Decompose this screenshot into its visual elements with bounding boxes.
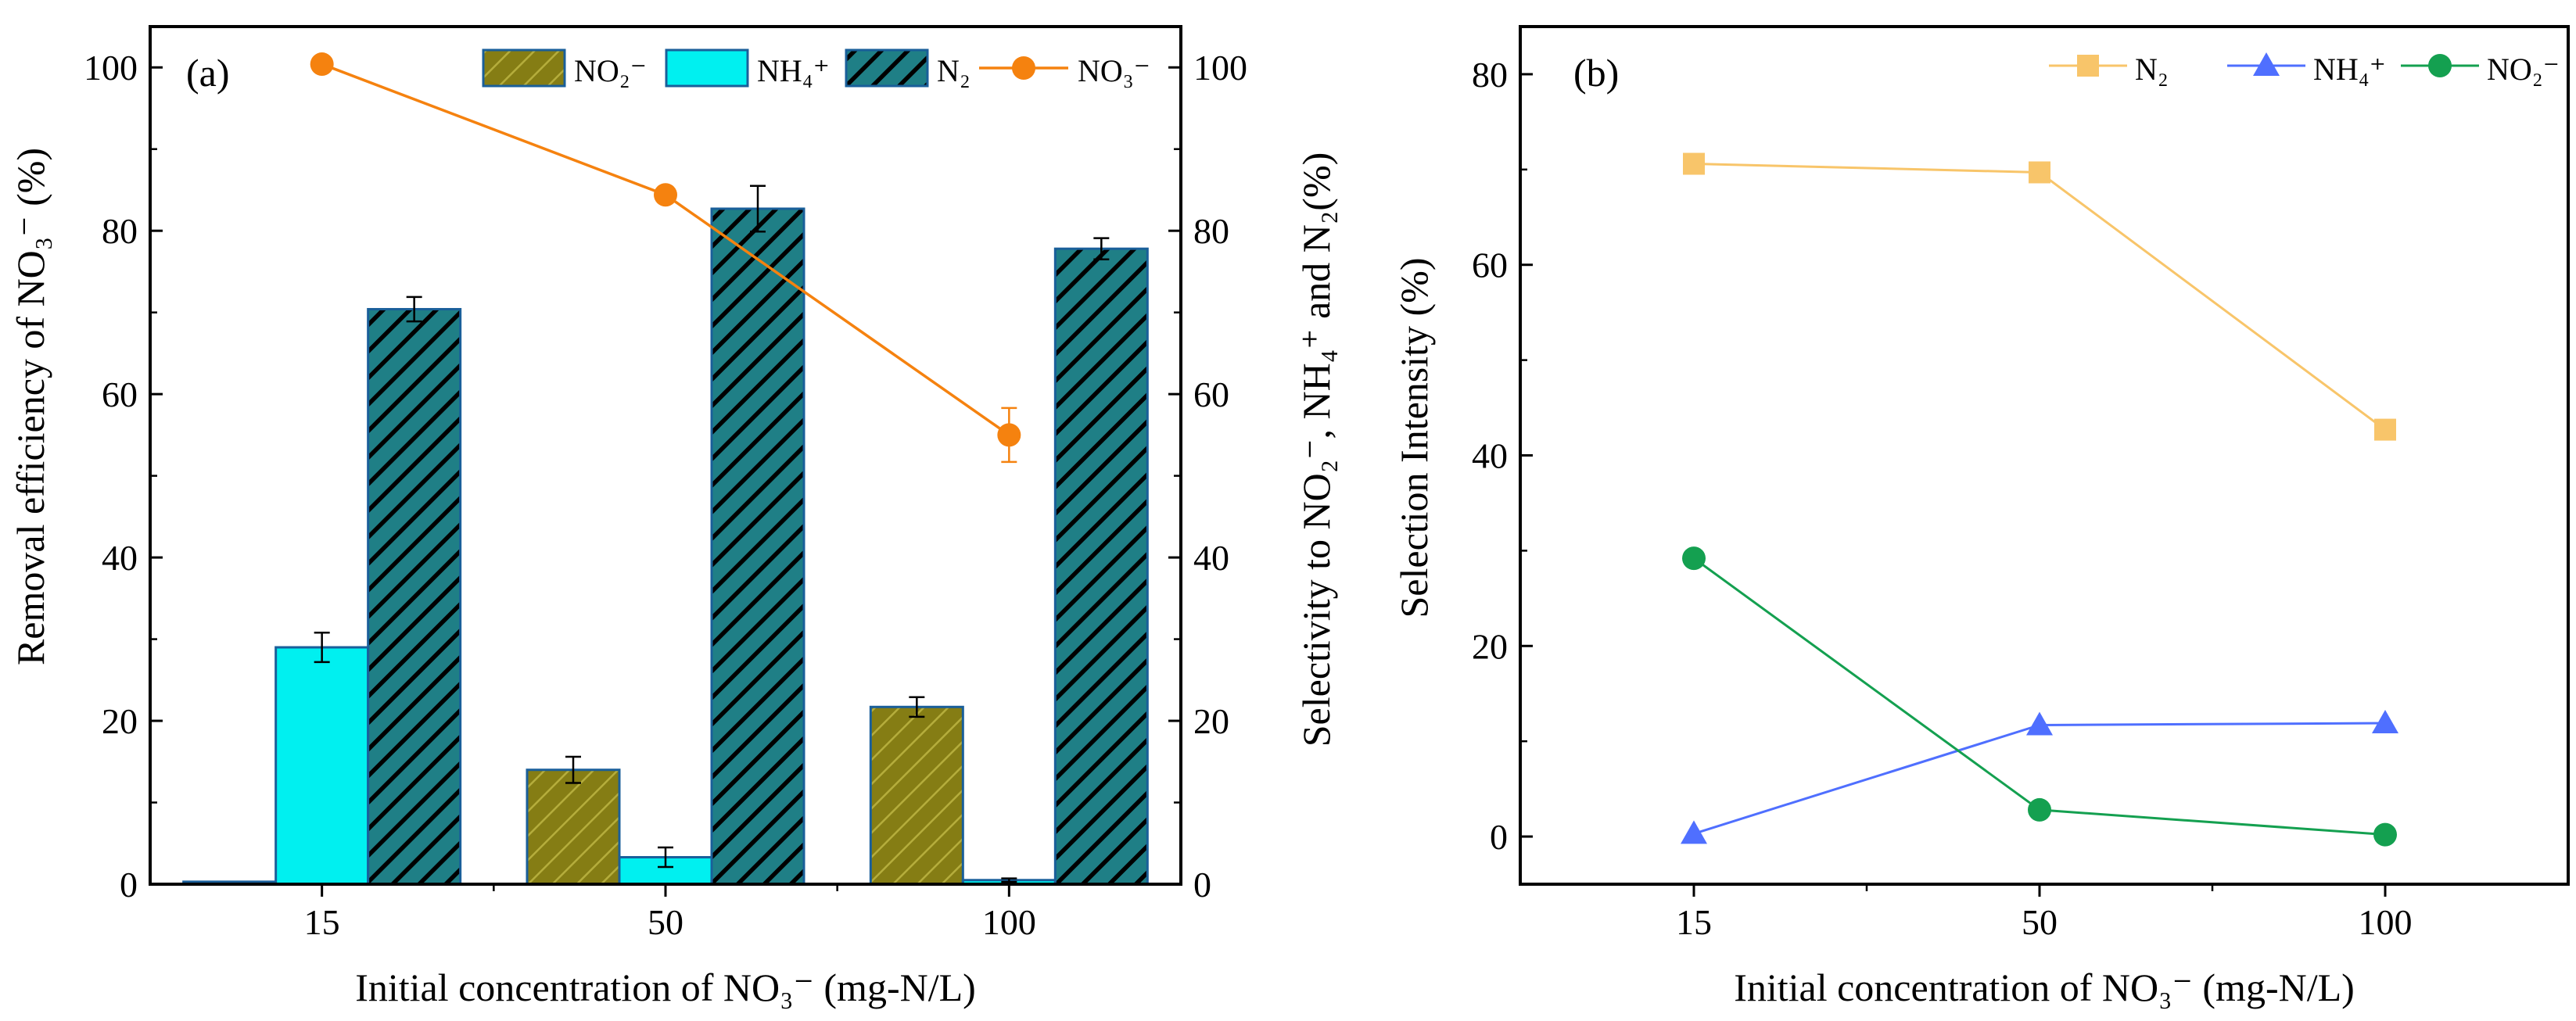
data-point-n2_line <box>2029 161 2050 184</box>
bar-n2_bar <box>1053 247 1149 886</box>
legend-label-nh4_bar: NH₄⁺ <box>757 53 830 88</box>
data-point-no2_line <box>1682 546 1706 571</box>
y-tick-label: 40 <box>1472 436 1508 476</box>
y-tick-label: 0 <box>1490 817 1508 857</box>
panel-b: 0 20 40 60 80 15 50 100 (b) Initial concentrati… <box>1392 25 2570 1009</box>
data-point-nh4_line <box>2372 710 2398 734</box>
axes: 0 20 40 60 80 15 50 100 <box>1472 25 2570 942</box>
data-point-no3 <box>997 423 1021 447</box>
y-tick-label: 40 <box>102 538 138 578</box>
plot-frame <box>1519 25 2570 886</box>
bar-n2_bar <box>710 207 805 886</box>
y-tick-label: 60 <box>1472 245 1508 285</box>
y-tick-label: 100 <box>84 48 138 88</box>
axes: 0 20 40 60 80 100 0 20 40 60 80 100 15 50 100 <box>84 25 1247 942</box>
panel-label-b: (b) <box>1573 51 1619 95</box>
legend-marker-no3 <box>1012 56 1035 80</box>
x-tick-label: 15 <box>1676 902 1712 942</box>
legend-swatch-n2_bar <box>845 48 929 88</box>
line-group <box>310 52 1021 464</box>
y-tick-label: 20 <box>102 701 138 741</box>
y2-axis-title: Selectivity to NO₂⁻, NH₄⁺ and N₂(%) <box>1294 152 1338 747</box>
data-point-n2_line <box>2374 418 2396 441</box>
bar-no2_bar <box>526 768 621 886</box>
bar-nh4_bar <box>274 646 370 886</box>
bar-no2_bar <box>869 705 964 886</box>
legend-label-n2_bar: N₂ <box>937 53 970 88</box>
y-tick-label: 20 <box>1472 626 1508 666</box>
data-point-no2_line <box>2373 822 2397 847</box>
y2-tick-label: 0 <box>1193 865 1211 905</box>
y-tick-label: 0 <box>120 865 138 905</box>
legend-label-no2_line: NO₂⁻ <box>2487 52 2560 87</box>
y-axis-title: Selection Intensity (%) <box>1392 258 1436 618</box>
data-point-n2_line <box>1683 152 1705 175</box>
legend: N₂ NH₄⁺ NO₂⁻ <box>2049 52 2560 87</box>
y2-tick-label: 80 <box>1193 211 1229 251</box>
panel-a: 0 20 40 60 80 100 0 20 40 60 80 100 15 50 100 (a) Init… <box>9 25 1338 1009</box>
y2-tick-label: 20 <box>1193 701 1229 741</box>
bar-n2_bar <box>367 307 462 886</box>
y-tick-label: 80 <box>102 211 138 251</box>
x-axis-title: Initial concentration of NO₃⁻ (mg-N/L) <box>355 965 976 1009</box>
bar-group <box>182 184 1149 886</box>
x-tick-label: 50 <box>648 902 683 942</box>
y-tick-label: 60 <box>102 374 138 414</box>
x-tick-label: 15 <box>304 902 340 942</box>
legend-label-no2_bar: NO₂⁻ <box>574 53 647 88</box>
x-axis-title: Initial concentration of NO₃⁻ (mg-N/L) <box>1734 965 2355 1009</box>
series-line-no2_line <box>1693 557 2386 837</box>
data-point-no3 <box>654 183 677 207</box>
line-group <box>1681 152 2398 847</box>
data-point-nh4_line <box>1681 820 1707 844</box>
x-tick-label: 50 <box>2022 902 2058 942</box>
legend-swatch-no2_bar <box>482 48 566 88</box>
y2-tick-label: 40 <box>1193 538 1229 578</box>
legend-label-n2_line: N₂ <box>2135 52 2169 87</box>
legend-marker-no2_line <box>2428 54 2452 77</box>
y2-tick-label: 60 <box>1193 374 1229 414</box>
data-point-no2_line <box>2028 797 2051 822</box>
data-point-nh4_line <box>2026 711 2053 736</box>
data-point-no3 <box>310 52 334 77</box>
series-line-n2_line <box>1693 163 2386 431</box>
legend: NO₂⁻ NH₄⁺ N₂ NO₃⁻ <box>482 48 1150 88</box>
panel-label-a: (a) <box>186 51 230 95</box>
x-tick-label: 100 <box>2359 902 2413 942</box>
y-axis-title: Removal efficiency of NO₃⁻ (%) <box>9 148 52 665</box>
x-tick-label: 100 <box>982 902 1036 942</box>
legend-marker-nh4_line <box>2253 52 2280 76</box>
y-tick-label: 80 <box>1472 55 1508 95</box>
y2-tick-label: 100 <box>1193 48 1247 88</box>
legend-marker-n2_line <box>2077 55 2099 77</box>
legend-label-no3: NO₃⁻ <box>1078 53 1150 88</box>
legend-swatch-nh4_bar <box>665 48 749 88</box>
legend-label-nh4_line: NH₄⁺ <box>2313 52 2386 87</box>
